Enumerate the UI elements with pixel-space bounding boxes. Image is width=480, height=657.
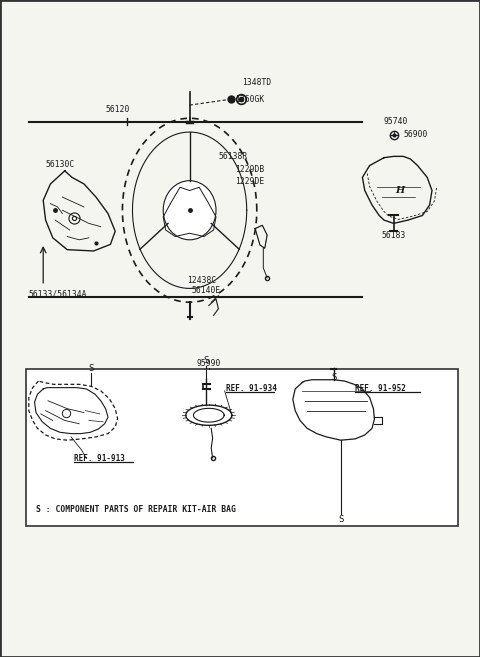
Text: 1360GK: 1360GK — [235, 95, 264, 104]
Text: REF. 91-952: REF. 91-952 — [355, 384, 406, 394]
Text: 1348TD: 1348TD — [242, 78, 272, 87]
Ellipse shape — [163, 181, 216, 240]
Text: 56133/56134A: 56133/56134A — [29, 289, 87, 298]
Text: 56120: 56120 — [106, 104, 130, 114]
Text: S: S — [338, 515, 344, 524]
Text: 12438C: 12438C — [187, 276, 216, 285]
Text: 56130C: 56130C — [46, 160, 75, 169]
Text: S : COMPONENT PARTS OF REPAIR KIT-AIR BAG: S : COMPONENT PARTS OF REPAIR KIT-AIR BA… — [36, 505, 236, 514]
Text: S: S — [331, 373, 336, 382]
Text: 1229DB: 1229DB — [235, 165, 264, 174]
Text: 56183: 56183 — [382, 231, 406, 240]
Text: REF. 91-913: REF. 91-913 — [74, 454, 125, 463]
Text: REF. 91-934: REF. 91-934 — [226, 384, 276, 394]
Text: 1229DE: 1229DE — [235, 177, 264, 186]
Text: 95740: 95740 — [384, 117, 408, 126]
Text: 56900: 56900 — [403, 130, 428, 139]
Text: H: H — [395, 186, 405, 195]
Text: S: S — [88, 363, 94, 373]
FancyBboxPatch shape — [26, 369, 458, 526]
Text: 56138R: 56138R — [218, 152, 248, 161]
Text: S: S — [204, 356, 209, 365]
Text: 95990: 95990 — [197, 359, 221, 368]
Text: 56140E: 56140E — [192, 286, 221, 295]
